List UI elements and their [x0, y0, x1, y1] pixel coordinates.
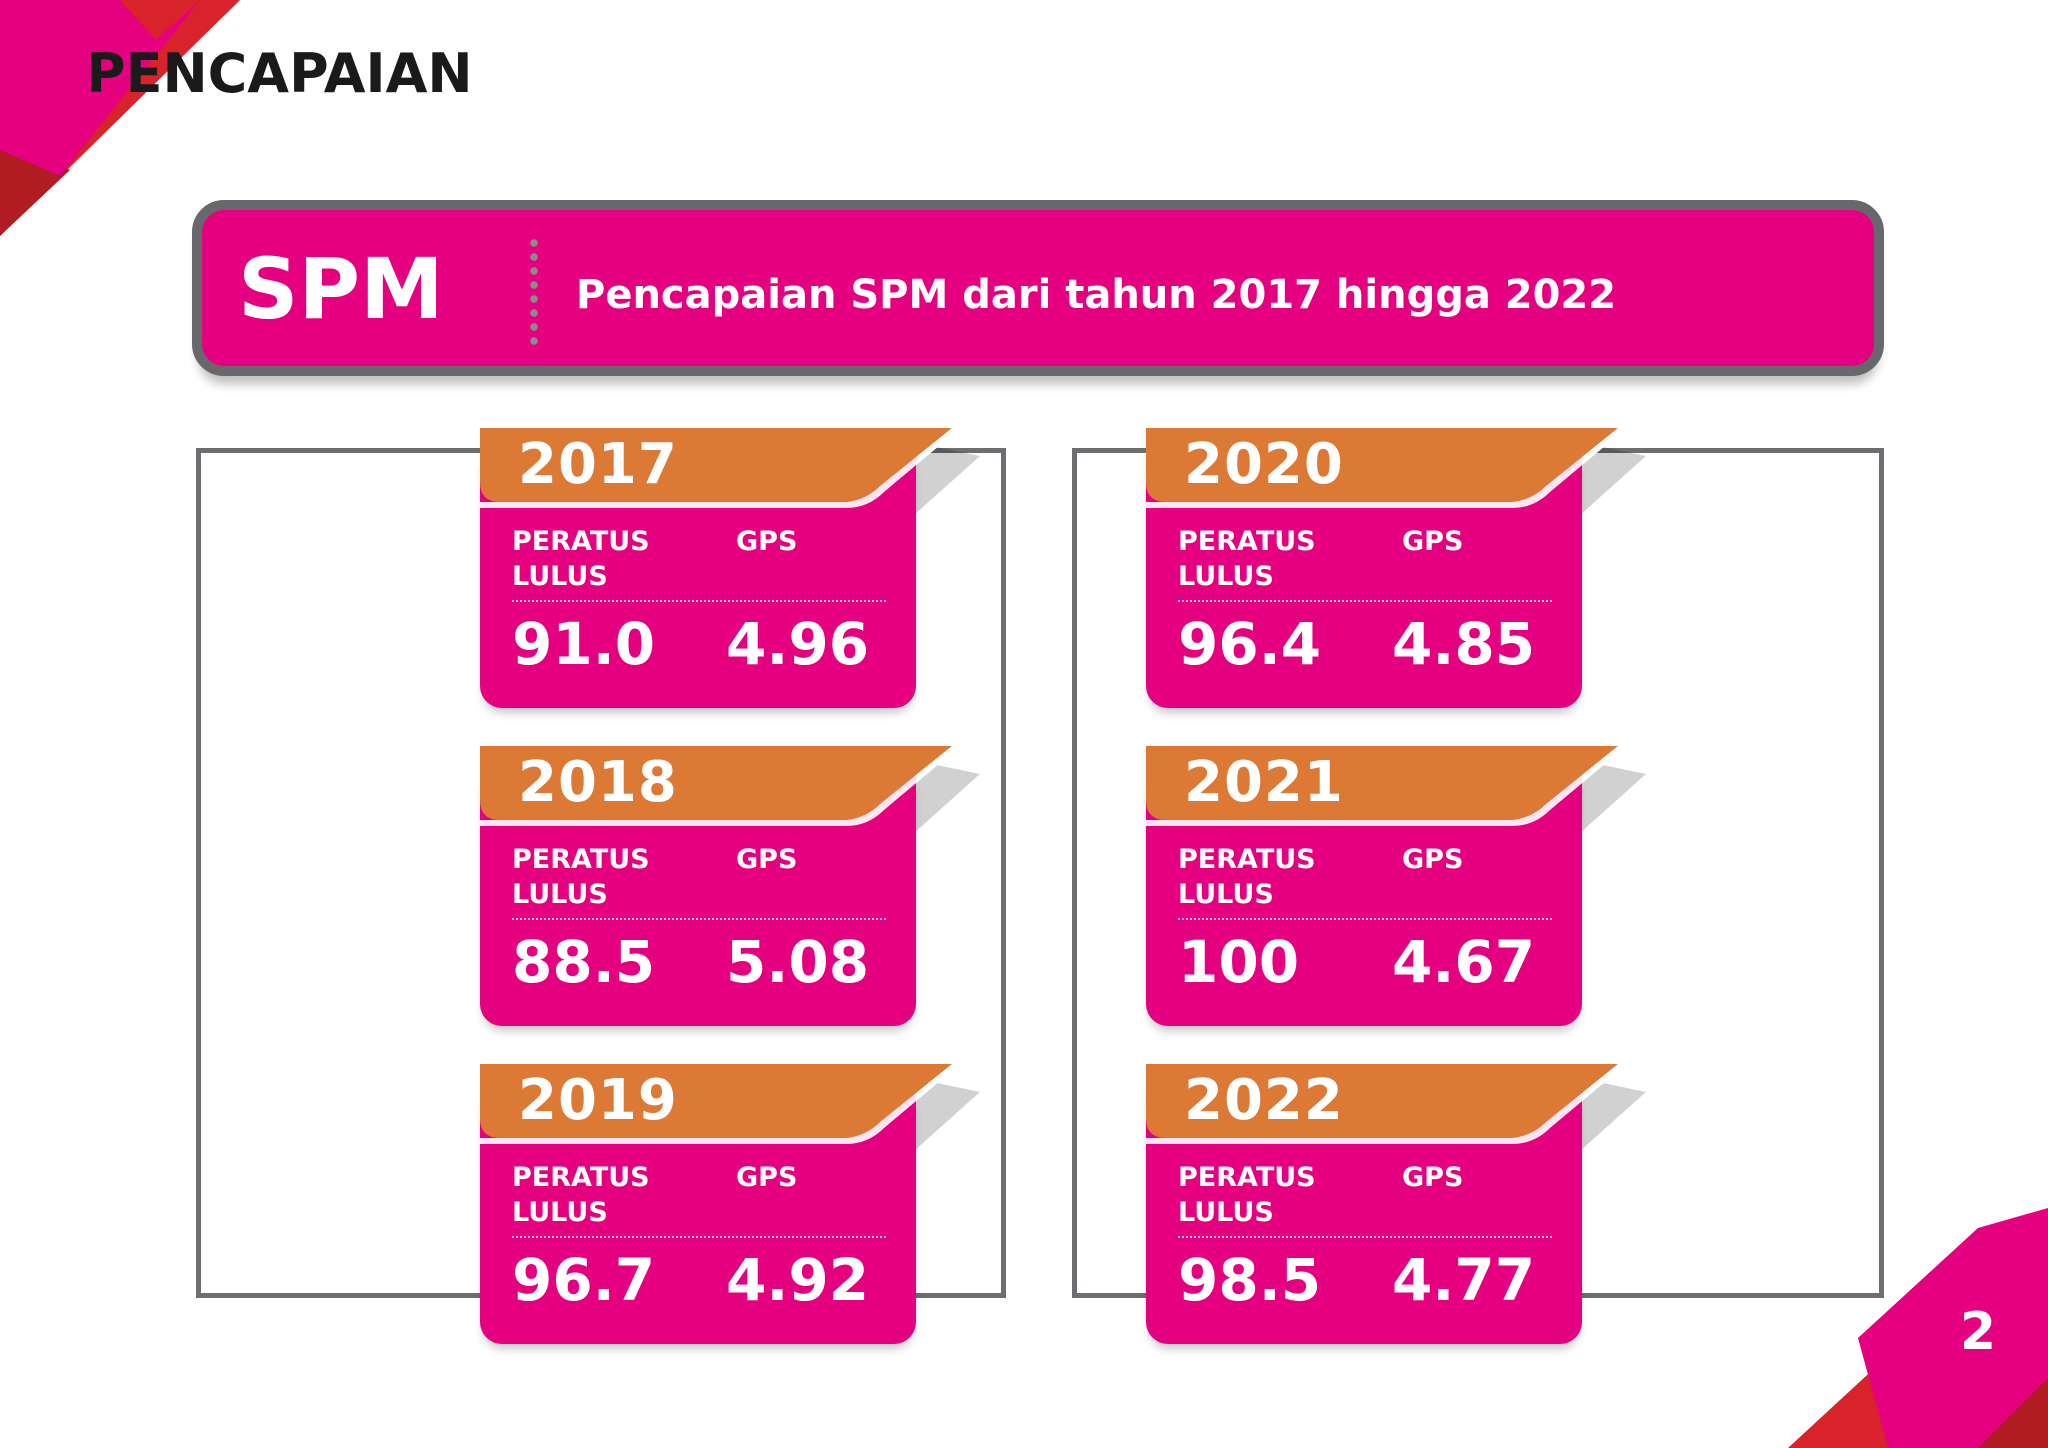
- card-divider: [512, 1236, 886, 1238]
- gps-label: GPS: [1402, 844, 1464, 875]
- year-tab-front: [1146, 746, 1624, 826]
- pass-percentage-label: PERATUS LULUS: [512, 526, 650, 592]
- result-card-2022: 2022 PERATUS LULUS GPS 98.5 4.77: [1146, 1064, 1666, 1344]
- pass-percentage-value: 98.5: [1178, 1246, 1322, 1314]
- gps-label: GPS: [1402, 526, 1464, 557]
- card-divider: [512, 918, 886, 920]
- year-tab-front: [480, 428, 958, 508]
- card-year: 2019: [518, 1068, 678, 1133]
- year-tab-front: [480, 746, 958, 826]
- year-tab-front: [1146, 1064, 1624, 1144]
- result-card-2019: 2019 PERATUS LULUS GPS 96.7 4.92: [480, 1064, 1000, 1344]
- year-tab-front: [1146, 428, 1624, 508]
- card-divider: [512, 600, 886, 602]
- pass-percentage-label: PERATUS LULUS: [1178, 526, 1316, 592]
- result-card-2021: 2021 PERATUS LULUS GPS 100 4.67: [1146, 746, 1666, 1026]
- card-divider: [1178, 600, 1552, 602]
- banner-subtitle: Pencapaian SPM dari tahun 2017 hingga 20…: [576, 272, 1617, 318]
- pass-percentage-label: PERATUS LULUS: [512, 844, 650, 910]
- pass-percentage-value: 96.7: [512, 1246, 656, 1314]
- gps-value: 4.85: [1392, 610, 1536, 678]
- card-year: 2021: [1184, 750, 1344, 815]
- result-card-2020: 2020 PERATUS LULUS GPS 96.4 4.85: [1146, 428, 1666, 708]
- page-title: PENCAPAIAN: [86, 42, 473, 105]
- card-divider: [1178, 918, 1552, 920]
- card-year: 2022: [1184, 1068, 1344, 1133]
- gps-label: GPS: [736, 844, 798, 875]
- spm-banner: SPM Pencapaian SPM dari tahun 2017 hingg…: [192, 200, 1884, 376]
- result-card-2017: 2017 PERATUS LULUS GPS 91.0 4.96: [480, 428, 1000, 708]
- corner-decoration-bottom-right: [1788, 1208, 2048, 1448]
- gps-value: 5.08: [726, 928, 870, 996]
- result-card-2018: 2018 PERATUS LULUS GPS 88.5 5.08: [480, 746, 1000, 1026]
- gps-label: GPS: [736, 526, 798, 557]
- gps-label: GPS: [1402, 1162, 1464, 1193]
- card-year: 2018: [518, 750, 678, 815]
- card-year: 2017: [518, 432, 678, 497]
- pass-percentage-value: 100: [1178, 928, 1300, 996]
- card-year: 2020: [1184, 432, 1344, 497]
- pass-percentage-label: PERATUS LULUS: [1178, 1162, 1316, 1228]
- pass-percentage-label: PERATUS LULUS: [512, 1162, 650, 1228]
- page-number: 2: [1959, 1302, 1997, 1362]
- card-divider: [1178, 1236, 1552, 1238]
- banner-divider: [530, 236, 538, 350]
- corner-decoration-top-left: [0, 0, 240, 236]
- gps-value: 4.77: [1392, 1246, 1536, 1314]
- gps-label: GPS: [736, 1162, 798, 1193]
- gps-value: 4.96: [726, 610, 870, 678]
- year-tab-front: [480, 1064, 958, 1144]
- gps-value: 4.67: [1392, 928, 1536, 996]
- gps-value: 4.92: [726, 1246, 870, 1314]
- pass-percentage-label: PERATUS LULUS: [1178, 844, 1316, 910]
- pass-percentage-value: 88.5: [512, 928, 656, 996]
- banner-label: SPM: [238, 240, 444, 338]
- pass-percentage-value: 91.0: [512, 610, 656, 678]
- pass-percentage-value: 96.4: [1178, 610, 1322, 678]
